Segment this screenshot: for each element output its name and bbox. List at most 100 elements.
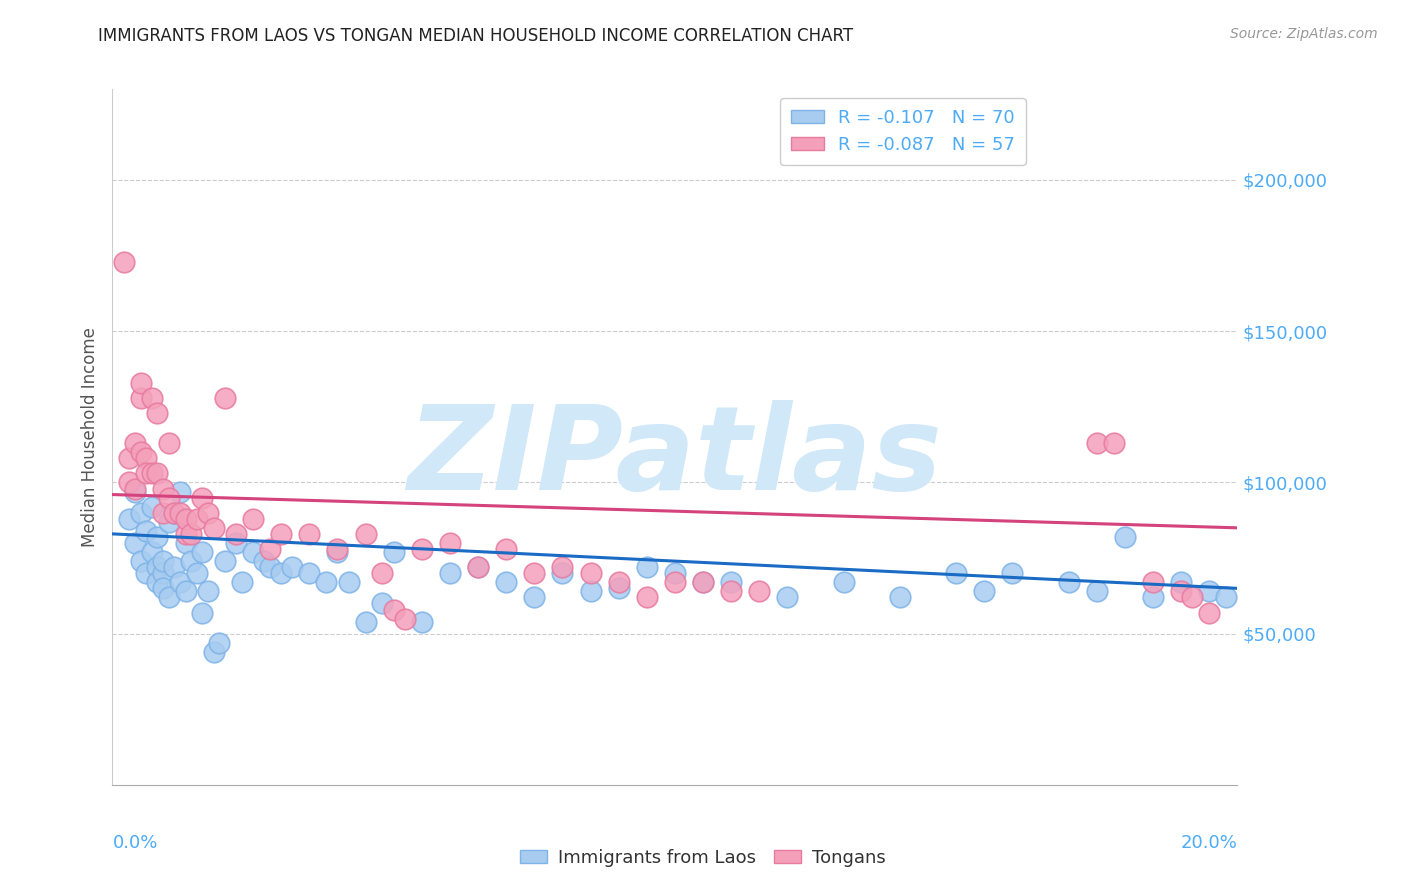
Text: ZIPatlas: ZIPatlas <box>408 401 942 516</box>
Point <box>354 615 377 629</box>
Point <box>129 445 152 459</box>
Point <box>889 591 911 605</box>
Point <box>214 554 236 568</box>
Point <box>748 584 770 599</box>
Point <box>202 521 225 535</box>
Point <box>163 506 186 520</box>
Point <box>129 554 152 568</box>
Point <box>124 436 146 450</box>
Point <box>197 506 219 520</box>
Point <box>259 560 281 574</box>
Point <box>326 545 349 559</box>
Point <box>523 591 546 605</box>
Point <box>607 575 630 590</box>
Point <box>495 575 517 590</box>
Point <box>298 527 321 541</box>
Point <box>191 545 214 559</box>
Point <box>163 506 186 520</box>
Point <box>1215 591 1237 605</box>
Point <box>411 615 433 629</box>
Point <box>129 391 152 405</box>
Point <box>146 575 169 590</box>
Point <box>1142 591 1164 605</box>
Point <box>1085 436 1108 450</box>
Point <box>720 584 742 599</box>
Point <box>270 566 292 581</box>
Point <box>146 406 169 420</box>
Point <box>253 554 276 568</box>
Text: Source: ZipAtlas.com: Source: ZipAtlas.com <box>1230 27 1378 41</box>
Point <box>169 575 191 590</box>
Point <box>135 524 157 538</box>
Point <box>371 597 394 611</box>
Point <box>495 541 517 556</box>
Point <box>1170 584 1192 599</box>
Point <box>174 584 197 599</box>
Point <box>135 467 157 481</box>
Point <box>692 575 714 590</box>
Point <box>186 566 208 581</box>
Point <box>141 545 163 559</box>
Point <box>169 484 191 499</box>
Point <box>439 566 461 581</box>
Point <box>326 541 349 556</box>
Point <box>157 436 180 450</box>
Point <box>191 606 214 620</box>
Point <box>141 391 163 405</box>
Point <box>298 566 321 581</box>
Point <box>135 566 157 581</box>
Point <box>832 575 855 590</box>
Point <box>354 527 377 541</box>
Point <box>1001 566 1024 581</box>
Text: 20.0%: 20.0% <box>1181 834 1237 852</box>
Point <box>579 566 602 581</box>
Point <box>1102 436 1125 450</box>
Point <box>776 591 799 605</box>
Point <box>664 575 686 590</box>
Point <box>439 536 461 550</box>
Point <box>259 541 281 556</box>
Point <box>1198 606 1220 620</box>
Point <box>973 584 995 599</box>
Point <box>636 560 658 574</box>
Point <box>664 566 686 581</box>
Point <box>180 554 202 568</box>
Point <box>270 527 292 541</box>
Point <box>1170 575 1192 590</box>
Point <box>467 560 489 574</box>
Point <box>579 584 602 599</box>
Point <box>118 512 141 526</box>
Point <box>208 636 231 650</box>
Point <box>337 575 360 590</box>
Point <box>157 491 180 505</box>
Point <box>467 560 489 574</box>
Point <box>636 591 658 605</box>
Point <box>551 566 574 581</box>
Point <box>163 560 186 574</box>
Point <box>214 391 236 405</box>
Point <box>607 582 630 596</box>
Point <box>129 506 152 520</box>
Point <box>146 467 169 481</box>
Point <box>135 451 157 466</box>
Point <box>180 527 202 541</box>
Point <box>1198 584 1220 599</box>
Point <box>382 545 405 559</box>
Point <box>225 527 247 541</box>
Point <box>523 566 546 581</box>
Point <box>174 536 197 550</box>
Point <box>1085 584 1108 599</box>
Point <box>315 575 337 590</box>
Point <box>118 451 141 466</box>
Point <box>118 475 141 490</box>
Point <box>186 512 208 526</box>
Point <box>394 611 416 625</box>
Point <box>141 500 163 514</box>
Point <box>174 527 197 541</box>
Point <box>141 467 163 481</box>
Point <box>169 506 191 520</box>
Point <box>411 541 433 556</box>
Text: IMMIGRANTS FROM LAOS VS TONGAN MEDIAN HOUSEHOLD INCOME CORRELATION CHART: IMMIGRANTS FROM LAOS VS TONGAN MEDIAN HO… <box>98 27 853 45</box>
Point <box>152 582 174 596</box>
Point <box>242 512 264 526</box>
